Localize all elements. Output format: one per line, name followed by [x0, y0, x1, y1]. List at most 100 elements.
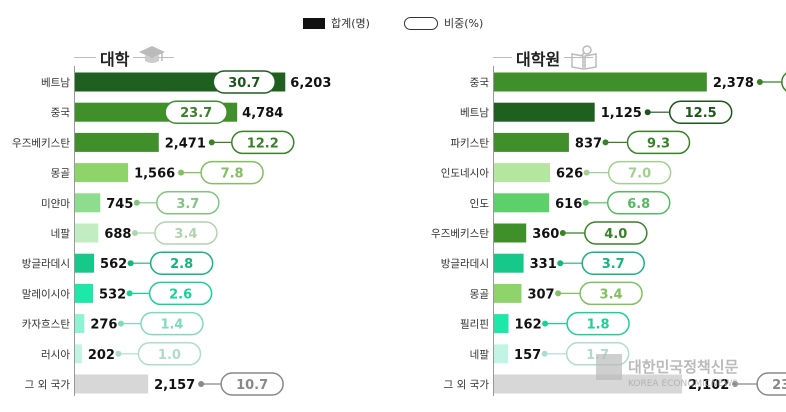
chart-panel-graduate: 대학원 중국2,37826.4베트남1,12512.5파키스탄8379.3인도네…	[420, 40, 786, 405]
value-label: 626	[556, 167, 583, 182]
ratio-pill	[148, 281, 213, 306]
value-label: 2,471	[165, 136, 206, 151]
ratio-pill	[156, 191, 220, 215]
ratio-pill	[154, 221, 218, 245]
category-label: 카자흐스탄	[22, 319, 71, 331]
connector-dot	[756, 79, 763, 85]
category-label: 중국	[470, 77, 490, 89]
chart-panel-university: 대학 베트남 6,203 30.7 중국 4,784 23.7 우즈베키스탄 2,471 12.…	[0, 40, 420, 405]
bar	[75, 193, 101, 213]
ratio-label: 2.6	[169, 287, 192, 302]
connector-dot	[602, 139, 609, 146]
legend-ratio: 비중(%)	[404, 15, 483, 31]
value-label: 837	[575, 136, 602, 151]
chart-title-graduate: 대학원	[512, 46, 565, 70]
bar	[75, 163, 129, 183]
value-label: 688	[104, 227, 131, 242]
value-label: 202	[88, 348, 115, 363]
ratio-label: 12.2	[247, 136, 279, 151]
ratio-pill	[137, 342, 202, 366]
value-label: 276	[90, 318, 117, 333]
connector-dot	[127, 260, 134, 267]
category-label: 네팔	[470, 349, 490, 361]
category-label: 베트남	[41, 77, 70, 89]
value-label: 2,157	[154, 378, 195, 393]
bar	[494, 132, 569, 152]
ratio-pill	[607, 160, 672, 185]
watermark-logo-icon	[596, 354, 622, 380]
connector-dot	[644, 109, 651, 116]
ratio-label: 7.8	[221, 167, 244, 182]
value-label: 1,125	[601, 106, 642, 121]
bar	[494, 344, 509, 364]
category-label: 몽골	[470, 288, 490, 300]
ratio-pill	[566, 311, 630, 336]
value-label: 2,378	[713, 76, 754, 91]
category-label: 그 외 국가	[444, 379, 490, 391]
category-label: 필리핀	[460, 319, 489, 331]
ratio-label: 4.0	[604, 227, 627, 242]
ratio-pill	[140, 311, 204, 336]
bar-chart-university: 베트남 6,203 30.7 중국 4,784 23.7 우즈베키스탄 2,471 12.2 몽골…	[12, 70, 331, 396]
value-label: 1,566	[134, 167, 175, 182]
ratio-label: 23.4	[772, 378, 786, 393]
connector-dot	[542, 320, 549, 327]
bar	[494, 193, 550, 213]
ratio-pill	[149, 251, 214, 275]
ratio-label: 9.3	[647, 136, 670, 151]
ratio-label: 3.7	[602, 257, 625, 272]
value-label: 745	[106, 197, 133, 212]
ratio-label: 1.4	[160, 318, 183, 333]
ratio-pill	[668, 100, 733, 124]
ratio-label: 7.0	[628, 167, 651, 182]
value-label: 4,784	[242, 106, 283, 121]
ratio-label: 3.7	[176, 197, 199, 212]
category-label: 네팔	[51, 228, 71, 240]
watermark: 대한민국정책신문 KOREA ECONOMICNEWS	[596, 354, 739, 389]
ratio-label: 10.7	[236, 378, 268, 393]
bar	[75, 374, 149, 394]
category-label: 인도	[470, 198, 490, 210]
category-label: 방글라데시	[441, 258, 489, 270]
value-label: 562	[100, 257, 127, 272]
watermark-sub: KOREA ECONOMICNEWS	[628, 379, 738, 389]
ratio-pill	[220, 372, 284, 396]
watermark-name: 대한민국정책신문	[628, 358, 739, 376]
ratio-label: 6.8	[627, 197, 650, 212]
category-label: 몽골	[51, 168, 71, 180]
graduation-cap-icon	[139, 46, 165, 63]
category-label: 그 외 국가	[25, 379, 71, 391]
category-label: 인도네시아	[441, 168, 490, 180]
category-label: 방글라데시	[22, 258, 70, 270]
value-label: 157	[514, 348, 541, 363]
category-label: 파키스탄	[450, 137, 489, 149]
bar	[494, 72, 707, 92]
connector-dot	[541, 350, 548, 357]
category-label: 우즈베키스탄	[12, 137, 70, 149]
value-label: 162	[514, 318, 541, 333]
bar	[75, 253, 95, 273]
ratio-pill	[581, 251, 645, 275]
connector-dot	[133, 199, 140, 206]
ratio-pill	[584, 221, 648, 245]
bar	[494, 374, 683, 394]
ratio-pill	[781, 72, 786, 92]
ratio-label: 1.0	[158, 348, 181, 363]
ratio-pill	[756, 372, 786, 396]
connector-dot	[557, 260, 564, 267]
bar	[75, 223, 99, 243]
ratio-pill	[579, 281, 643, 306]
ratio-pill	[231, 130, 295, 155]
value-label: 6,203	[290, 76, 331, 91]
connector-dot	[582, 199, 589, 206]
book-magnifier-icon	[571, 45, 597, 70]
ratio-label: 12.5	[685, 106, 717, 121]
ratio-label: 3.4	[174, 227, 197, 242]
connector-dot	[115, 350, 122, 357]
bar	[75, 344, 82, 364]
connector-dot	[583, 169, 590, 176]
ratio-label: 23.7	[180, 106, 212, 121]
bar	[494, 223, 527, 243]
category-label: 우즈베키스탄	[431, 228, 489, 240]
connector-dot	[198, 381, 205, 387]
